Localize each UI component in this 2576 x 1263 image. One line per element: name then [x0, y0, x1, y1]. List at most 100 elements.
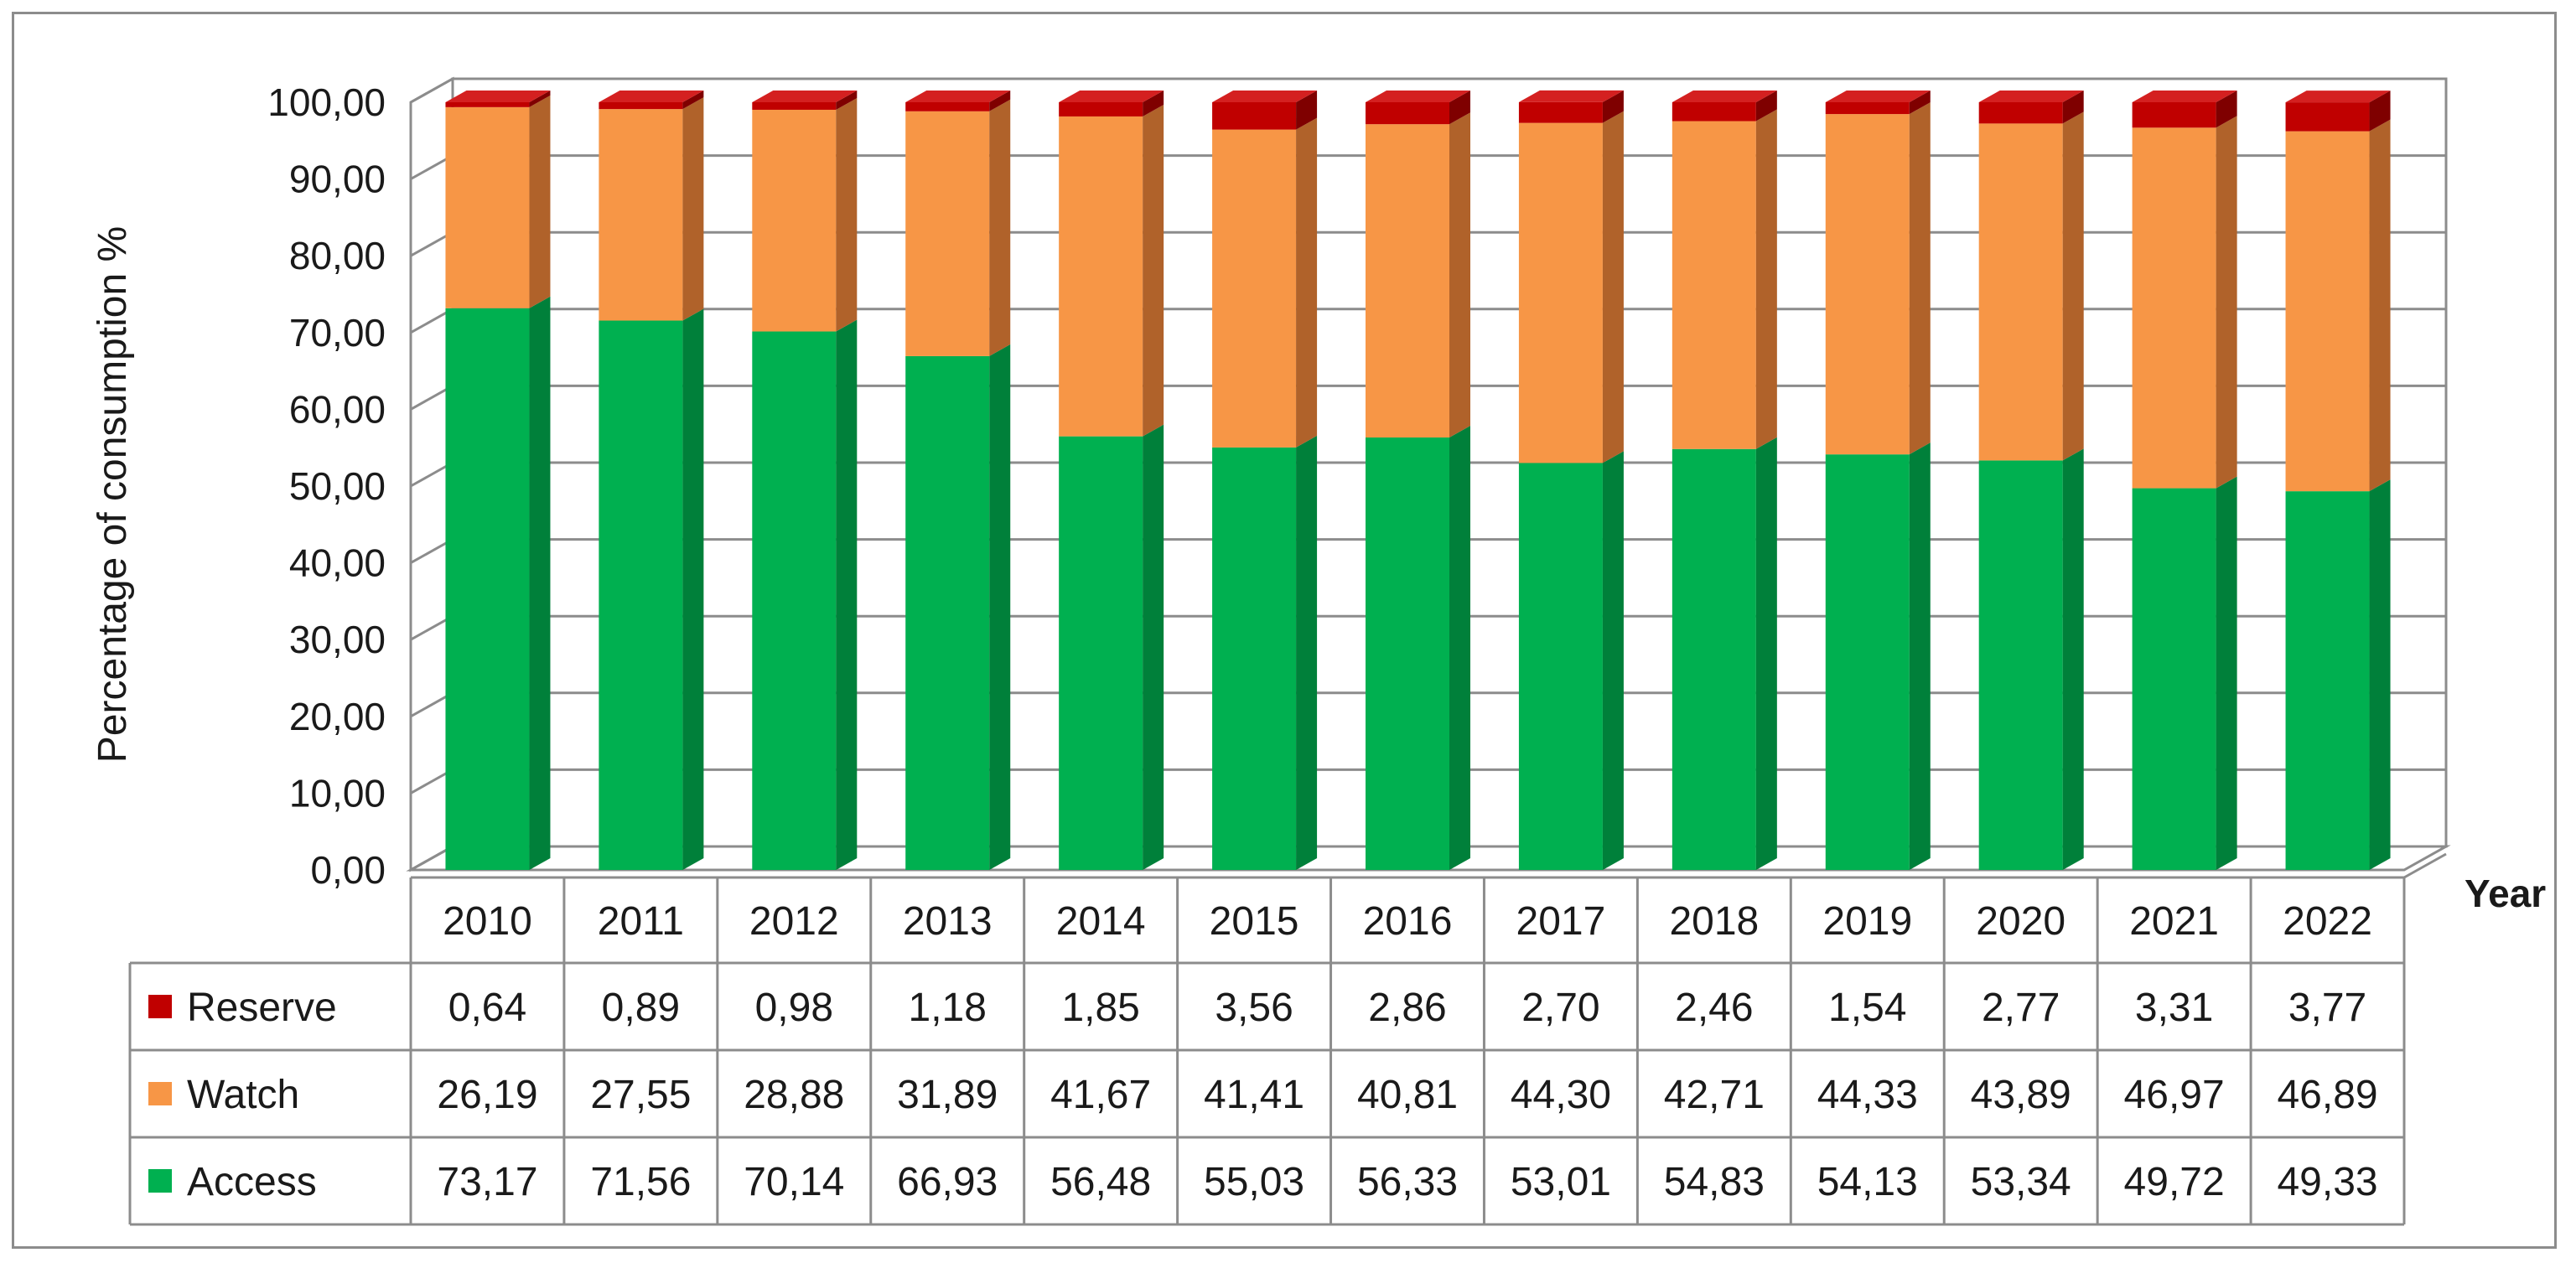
bar-side [2369, 479, 2391, 870]
x-tick-label: 2022 [2283, 899, 2372, 944]
bar-front [1518, 122, 1603, 463]
y-tick-label: 100,00 [267, 80, 386, 124]
data-label: 46,89 [2277, 1073, 2377, 1117]
x-tick-label: 2016 [1363, 899, 1453, 944]
y-tick-label: 60,00 [289, 387, 386, 431]
x-tick-label: 2011 [598, 899, 684, 944]
data-label: 1,54 [1828, 986, 1906, 1030]
bar-segment-watch [905, 99, 1011, 356]
x-tick-label: 2019 [1822, 899, 1912, 944]
data-label: 44,33 [1817, 1073, 1918, 1117]
bar-segment-access [2285, 479, 2391, 870]
data-label: 0,98 [755, 986, 833, 1030]
data-label: 43,89 [1971, 1073, 2071, 1117]
y-axis-label: Percentage of consumption % [91, 226, 135, 763]
bar-side [2216, 116, 2237, 489]
bar-segment-reserve [752, 91, 858, 110]
bar-side [1909, 443, 1931, 870]
bar-front [445, 308, 530, 870]
bar-top [1518, 90, 1624, 102]
bar-segment-reserve [1672, 91, 1777, 122]
bar-segment-reserve [2285, 91, 2391, 132]
bar-top [905, 91, 1011, 102]
data-label: 2,86 [1368, 986, 1446, 1030]
bar-front [1059, 102, 1143, 116]
bar-top [1212, 91, 1318, 102]
x-tick-label: 2021 [2129, 899, 2219, 944]
bar-front [1212, 447, 1297, 870]
bar-segment-reserve [2132, 91, 2237, 128]
bar-segment-watch [1366, 112, 1470, 438]
data-label: 66,93 [897, 1160, 998, 1204]
data-label: 41,67 [1050, 1073, 1151, 1117]
bar-segment-access [1825, 443, 1931, 870]
bar-front [599, 102, 683, 110]
bar-segment-reserve [905, 91, 1011, 111]
data-label: 73,17 [437, 1160, 537, 1204]
bar-segment-watch [2132, 116, 2237, 489]
bar-side [1602, 111, 1624, 463]
bar-side [1143, 91, 1164, 116]
bar-side [1755, 91, 1777, 122]
bar-front [445, 102, 530, 107]
bar-front [2132, 488, 2216, 870]
bar-front [1672, 121, 1756, 449]
bar-side [682, 308, 704, 871]
data-label: 55,03 [1204, 1160, 1304, 1204]
bar-segment-watch [1212, 117, 1318, 448]
bar-segment-access [1212, 435, 1318, 870]
bar-front [905, 111, 990, 356]
bar-segment-reserve [445, 91, 551, 107]
bar-segment-watch [1825, 102, 1931, 455]
bar-side [2216, 91, 2237, 128]
bar-side [529, 95, 551, 308]
bar-segment-reserve [1825, 91, 1931, 115]
bar-top [1978, 91, 2084, 102]
bar-front [1672, 448, 1756, 870]
bar-side [989, 344, 1011, 870]
bar-top [1672, 91, 1777, 102]
bar-front [2132, 102, 2216, 128]
bar-segment-reserve [599, 91, 704, 110]
bar-segment-access [2132, 476, 2237, 870]
bar-side [1449, 112, 1470, 438]
bar-segment-watch [1672, 109, 1777, 449]
bar-side [529, 91, 551, 107]
bar-segment-reserve [1978, 91, 2084, 124]
bar-front [1825, 454, 1910, 870]
bar-segment-access [905, 344, 1011, 870]
bar-side [2062, 448, 2084, 870]
table-line [2403, 852, 2447, 879]
data-label: 3,56 [1215, 986, 1293, 1030]
bar-segment-reserve [1366, 91, 1470, 125]
data-label: 3,77 [2288, 986, 2366, 1030]
data-label: 0,89 [602, 986, 680, 1030]
bar-segment-watch [599, 97, 704, 321]
bar-front [752, 331, 837, 871]
data-label: 41,41 [1204, 1073, 1304, 1117]
data-label: 54,83 [1664, 1160, 1765, 1204]
data-label: 26,19 [437, 1073, 537, 1117]
bar-front [1518, 101, 1603, 123]
bar-top [752, 91, 858, 102]
bar-top [1825, 91, 1931, 102]
data-label: 42,71 [1664, 1073, 1765, 1117]
bar-side [2369, 119, 2391, 492]
bar-side [1449, 91, 1470, 125]
bar-segment-access [1978, 448, 2084, 870]
data-label: 1,18 [909, 986, 987, 1030]
bar-front [1212, 102, 1297, 130]
bar-side [1755, 109, 1777, 449]
bar-top [1059, 91, 1164, 102]
bar-front [445, 106, 530, 308]
bar-segment-watch [445, 95, 551, 308]
bar-side [1602, 451, 1624, 870]
data-label: 2,77 [1982, 986, 2060, 1030]
bar-top [2285, 91, 2391, 103]
y-tick-label: 10,00 [289, 771, 386, 815]
bar-front [1978, 102, 2063, 124]
bar-side [836, 91, 858, 110]
y-tick-label: 40,00 [289, 541, 386, 585]
bar-side [2369, 91, 2391, 132]
data-label: 71,56 [590, 1160, 691, 1204]
